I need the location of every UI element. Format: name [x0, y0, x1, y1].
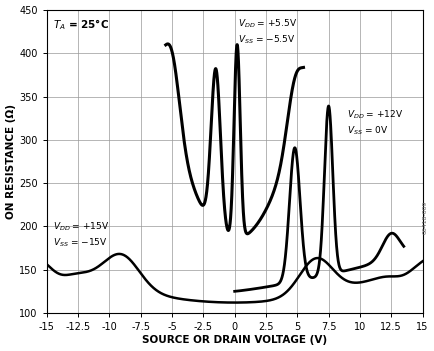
X-axis label: SOURCE OR DRAIN VOLTAGE (V): SOURCE OR DRAIN VOLTAGE (V): [142, 335, 326, 345]
Y-axis label: ON RESISTANCE (Ω): ON RESISTANCE (Ω): [6, 104, 16, 219]
Text: $T_A$ = 25°C: $T_A$ = 25°C: [53, 17, 109, 32]
Text: $V_{DD}$ = +5.5V
$V_{SS}$ = −5.5V: $V_{DD}$ = +5.5V $V_{SS}$ = −5.5V: [238, 17, 297, 46]
Text: 06418-009: 06418-009: [422, 201, 427, 234]
Text: $V_{DD}$ = +12V
$V_{SS}$ = 0V: $V_{DD}$ = +12V $V_{SS}$ = 0V: [347, 108, 403, 137]
Text: $V_{DD}$ = +15V
$V_{SS}$ = −15V: $V_{DD}$ = +15V $V_{SS}$ = −15V: [53, 221, 109, 250]
